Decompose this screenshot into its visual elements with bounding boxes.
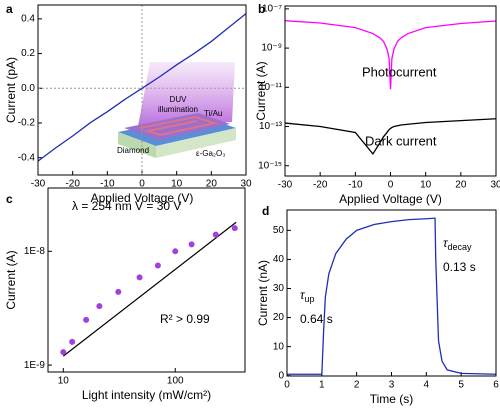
x-tick-label: 10 (171, 179, 183, 190)
panel-label: c (6, 192, 13, 206)
y-tick-label: 1E-9 (24, 360, 46, 371)
fit-line (62, 221, 237, 357)
x-axis-label: Applied Voltage (V) (91, 191, 194, 205)
tau-symbol: τ (300, 288, 306, 302)
x-tick-label: 6 (493, 380, 499, 391)
x-axis-label: Time (s) (370, 392, 414, 406)
data-point (60, 349, 67, 356)
data-point (212, 231, 219, 238)
annotation-value: 0.13 s (443, 260, 476, 274)
data-point (136, 274, 143, 281)
y-tick-label: 1E-8 (24, 246, 46, 257)
x-tick-label: -20 (65, 179, 80, 190)
plot-frame (37, 4, 247, 176)
y-tick-label: 10⁻¹¹ (259, 82, 283, 93)
y-tick-label: 50 (273, 225, 285, 236)
panel-label: d (262, 204, 269, 218)
x-tick-label: -10 (100, 179, 115, 190)
y-tick-label: 0.2 (21, 48, 35, 59)
y-tick-label: 0 (278, 370, 284, 381)
data-point (154, 262, 161, 269)
y-tick-label: 10⁻⁷ (262, 4, 282, 15)
x-tick-label: 2 (354, 380, 360, 391)
x-tick-label: 20 (455, 180, 467, 191)
x-tick-label: 10 (58, 376, 70, 387)
y-tick-label: 10⁻¹⁵ (258, 160, 282, 171)
panel-label: b (258, 2, 265, 16)
x-tick-label: 0 (139, 179, 145, 190)
data-point (188, 241, 195, 248)
x-tick-label: 100 (167, 376, 184, 387)
y-tick-label: 10⁻¹³ (259, 121, 283, 132)
y-tick-label: 20 (273, 312, 285, 323)
y-axis-label: Current (nA) (256, 260, 270, 326)
x-tick-label: 30 (490, 180, 500, 191)
data-point (69, 338, 76, 345)
inset-label: DUV (170, 95, 188, 104)
data-point (172, 248, 179, 255)
tau-subscript: decay (448, 242, 473, 252)
tau-subscript: up (305, 294, 315, 304)
plot-frame (284, 5, 497, 177)
x-tick-label: 0 (284, 380, 290, 391)
data-point (231, 225, 238, 232)
x-tick-label: 3 (389, 380, 395, 391)
data-point (115, 288, 122, 295)
panel-label: a (6, 2, 13, 16)
y-tick-label: 0.0 (21, 83, 35, 94)
x-tick-label: 4 (424, 380, 430, 391)
tau-symbol: τ (443, 236, 449, 250)
data-line (37, 13, 247, 162)
y-tick-label: 0.4 (21, 14, 35, 25)
data-point (83, 316, 90, 323)
series-label: Dark current (365, 133, 437, 148)
x-tick-label: -10 (348, 180, 363, 191)
y-tick-label: -0.2 (18, 118, 36, 129)
x-tick-label: -20 (313, 180, 328, 191)
series-label: Photocurrent (362, 64, 437, 79)
y-tick-label: 40 (273, 254, 285, 265)
annotation: λ = 254 nm V = 30 V (72, 199, 181, 213)
x-tick-label: -30 (31, 179, 46, 190)
x-tick-label: 5 (458, 380, 464, 391)
y-tick-label: 10⁻⁹ (261, 43, 282, 54)
x-tick-label: 0 (388, 180, 394, 191)
inset-label: Ti/Au (204, 109, 222, 118)
y-tick-label: 10 (273, 341, 285, 352)
x-axis-label: Applied Voltage (V) (339, 192, 442, 206)
inset-label: illumination (158, 105, 198, 114)
annotation-value: 0.64 s (300, 312, 333, 326)
annotation: τdecay (443, 236, 472, 252)
y-tick-label: 30 (273, 283, 285, 294)
data-line (284, 20, 497, 90)
plot-frame (47, 187, 246, 373)
data-line (287, 217, 497, 375)
inset-device (118, 62, 236, 158)
annotation: R² > 0.99 (160, 312, 210, 326)
data-point (96, 303, 103, 310)
inset-label: Diamond (117, 146, 149, 155)
y-axis-label: Current (pA) (4, 57, 18, 123)
y-axis-label: Current (A) (4, 250, 18, 309)
x-tick-label: 10 (420, 180, 432, 191)
x-tick-label: 30 (240, 179, 252, 190)
y-tick-label: -0.4 (18, 152, 36, 163)
annotation: τup (300, 288, 315, 304)
data-line (284, 118, 497, 156)
y-axis-label: Current (A) (254, 61, 268, 120)
inset-label: ε-Ga₂O₃ (196, 149, 226, 158)
x-axis-label: Light intensity (mW/cm²) (82, 388, 211, 402)
x-tick-label: -30 (278, 180, 293, 191)
x-tick-label: 1 (319, 380, 325, 391)
x-tick-label: 20 (206, 179, 218, 190)
plot-frame (286, 209, 497, 377)
